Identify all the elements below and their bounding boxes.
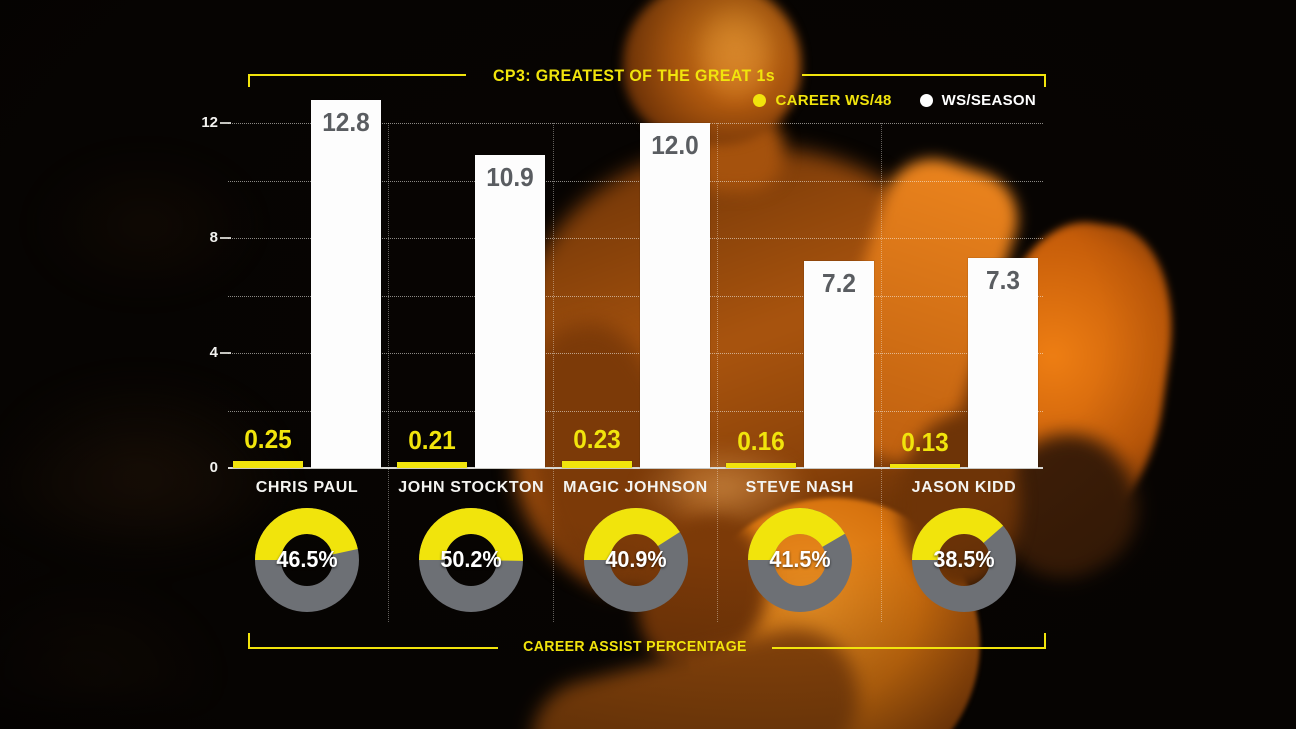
white-dot-icon [919, 94, 933, 107]
bracket-line-left [250, 74, 466, 76]
legend-label: WS/SEASON [941, 92, 1036, 109]
career-ws48-bar [890, 464, 960, 468]
y-axis-label: 4 [209, 344, 218, 362]
career-ws48-bar [561, 461, 632, 468]
ws-per-season-bar [639, 123, 710, 468]
legend: CAREER WS/48 WS/SEASON [753, 92, 1036, 109]
bracket-tick-right [1044, 74, 1046, 87]
bracket-tick-left [248, 74, 250, 87]
gridline [228, 123, 1043, 125]
ws-per-season-bar [803, 261, 874, 468]
donut-chart [417, 506, 525, 614]
y-axis-label: 12 [201, 114, 218, 132]
donut-chart [910, 506, 1018, 614]
player-name: STEVE NASH [745, 479, 854, 496]
player-name: MAGIC JOHNSON [563, 479, 708, 496]
career-ws48-value-label: 0.13 [901, 427, 949, 458]
footer-label: CAREER ASSIST PERCENTAGE [522, 638, 747, 655]
legend-item-career-ws48: CAREER WS/48 [753, 92, 891, 109]
y-axis-label: 0 [209, 459, 218, 476]
group-separator-line [388, 123, 390, 622]
group-separator-line [552, 123, 554, 622]
career-ws48-bar [233, 460, 303, 468]
x-axis-line [228, 466, 1043, 469]
group-separator-line [881, 123, 882, 622]
gridline [228, 295, 1043, 297]
y-axis-tick [220, 237, 231, 240]
legend-label: CAREER WS/48 [775, 92, 892, 109]
career-ws48-value-label: 0.21 [408, 424, 457, 455]
group-separator-line [716, 123, 718, 622]
donut-chart [746, 506, 854, 614]
ws-per-season-bar [475, 154, 546, 468]
gridline [228, 353, 1043, 355]
gridline [228, 180, 1043, 182]
bracket-line-right [771, 647, 1044, 649]
ws-per-season-value-label: 7.2 [821, 268, 856, 299]
career-ws48-value-label: 0.25 [244, 423, 292, 454]
career-ws48-bar [397, 461, 468, 468]
donut-value-label: 40.9% [604, 546, 667, 572]
legend-item-ws-season: WS/SEASON [919, 92, 1036, 109]
y-axis-tick [220, 122, 231, 125]
donut-value-label: 41.5% [769, 546, 831, 572]
donut-value-label: 38.5% [933, 546, 995, 572]
ws-per-season-bar [311, 100, 381, 468]
y-axis-label: 8 [209, 229, 218, 247]
player-name: CHRIS PAUL [255, 479, 359, 496]
bracket-line-right [801, 74, 1044, 76]
donut-value-label: 50.2% [440, 546, 502, 572]
title-bracket: CP3: GREATEST OF THE GREAT 1s [248, 67, 1046, 89]
gridline [228, 238, 1043, 240]
ws-per-season-value-label: 12.0 [650, 130, 699, 161]
donut-chart [253, 506, 361, 614]
career-ws48-value-label: 0.23 [572, 424, 621, 455]
donut-value-label: 46.5% [276, 546, 338, 572]
player-name: JOHN STOCKTON [398, 479, 545, 496]
donut-chart [582, 506, 690, 614]
page-title: CP3: GREATEST OF THE GREAT 1s [492, 66, 775, 85]
gridline [228, 410, 1043, 412]
ws-per-season-value-label: 7.3 [986, 265, 1020, 296]
ws-per-season-value-label: 12.8 [322, 107, 370, 138]
player-name: JASON KIDD [911, 479, 1017, 496]
bracket-tick-left [248, 633, 250, 649]
bracket-tick-right [1044, 633, 1046, 649]
ws-per-season-bar [968, 258, 1038, 468]
career-ws48-bar [725, 463, 796, 468]
yellow-dot-icon [753, 94, 767, 107]
ws-per-season-value-label: 10.9 [486, 161, 535, 192]
bracket-line-left [250, 647, 498, 649]
footer-bracket: CAREER ASSIST PERCENTAGE [248, 633, 1046, 655]
y-axis-tick [220, 352, 231, 355]
career-ws48-value-label: 0.16 [736, 426, 785, 457]
